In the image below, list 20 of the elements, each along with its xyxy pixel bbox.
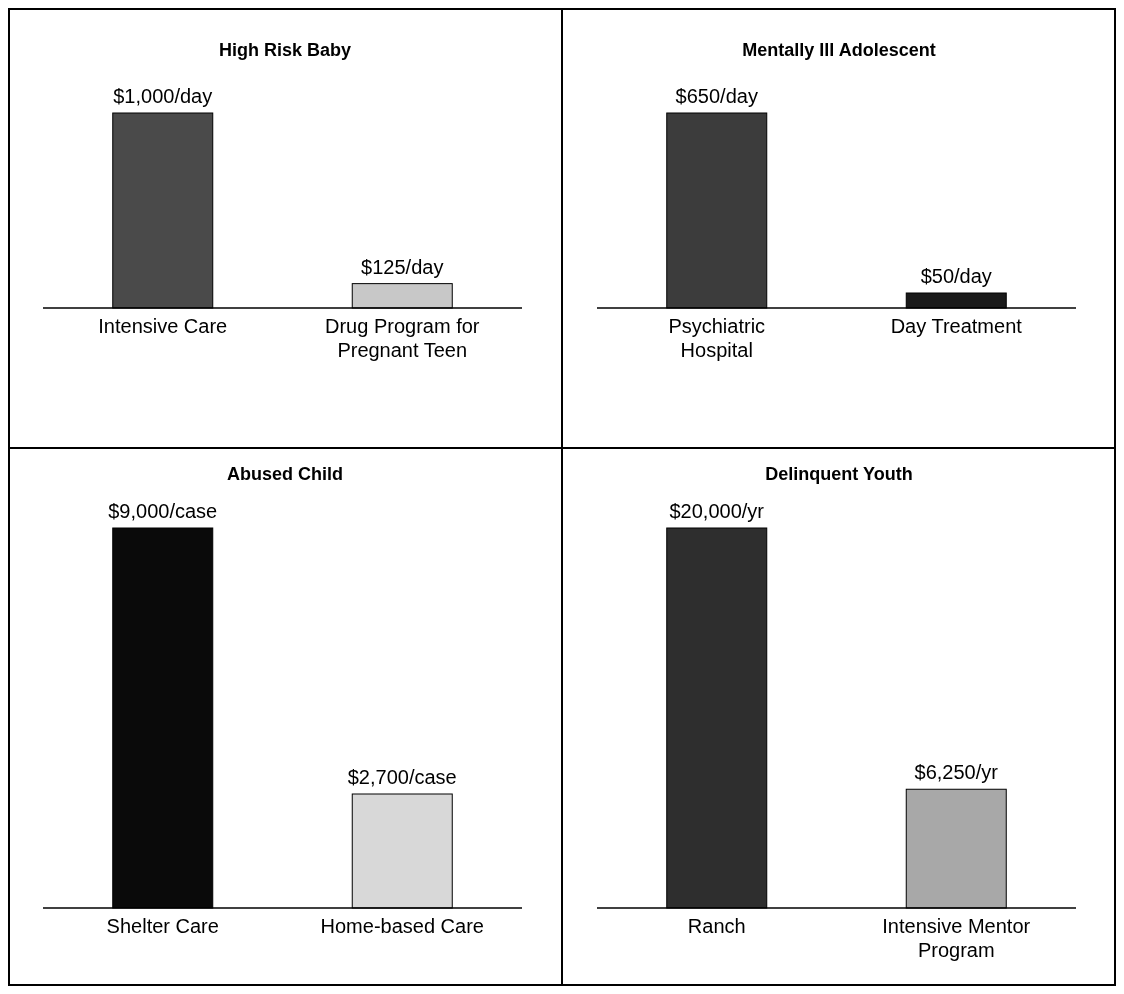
data-label: $6,250/yr: [914, 761, 999, 784]
chart-title: Mentally Ill Adolescent: [742, 40, 936, 60]
data-label: $2,700/case: [347, 766, 457, 788]
data-label: $9,000/case: [108, 500, 218, 522]
chart-title: Delinquent Youth: [765, 464, 913, 484]
x-tick-label: Shelter Care: [106, 915, 219, 937]
x-tick-label: Home-based Care: [320, 915, 484, 937]
data-label: $125/day: [361, 255, 444, 278]
x-tick-label: Drug Program for Pregnant Teen: [325, 315, 480, 361]
data-label: $50/day: [920, 265, 992, 287]
x-tick-label: Intensive Care: [98, 315, 228, 337]
x-tick-label: Psychiatric Hospital: [668, 315, 766, 361]
data-label: $1,000/day: [113, 85, 213, 107]
x-tick-label: Day Treatment: [890, 315, 1023, 337]
x-tick-label: Ranch: [687, 915, 746, 937]
chart-title: Abused Child: [227, 464, 343, 484]
data-label: $650/day: [675, 85, 758, 107]
chart-title: High Risk Baby: [218, 40, 352, 60]
x-tick-label: Intensive Mentor Program: [882, 915, 1031, 961]
data-label: $20,000/yr: [669, 500, 765, 522]
